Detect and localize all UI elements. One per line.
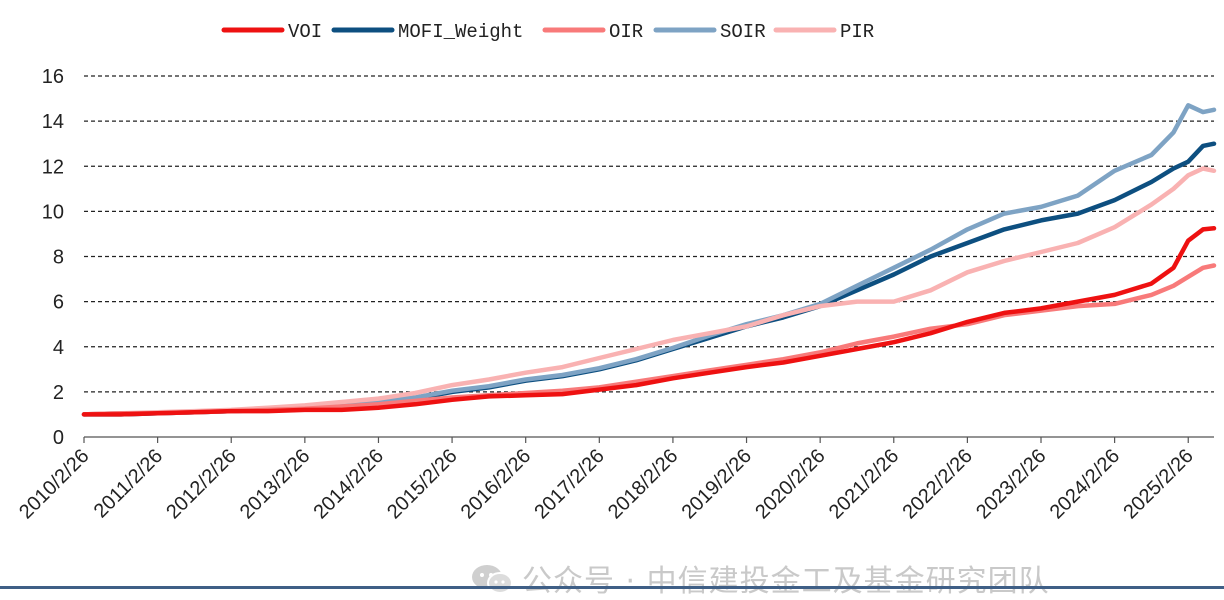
y-tick-label: 12	[42, 156, 64, 178]
legend: VOI MOFI_Weight OIR SOIR PIR	[221, 21, 874, 43]
legend-label: OIR	[609, 21, 643, 43]
y-tick-label: 16	[42, 66, 64, 88]
legend-label: VOI	[288, 21, 322, 43]
series-lines	[81, 103, 1217, 417]
x-tick-label: 2010/2/26	[15, 445, 93, 523]
y-tick-label: 6	[53, 292, 64, 314]
series-line-voi	[81, 226, 1217, 417]
x-tick-label: 2013/2/26	[236, 445, 314, 523]
series-line-mofi-weight	[81, 141, 1217, 417]
watermark: 公众号 · 中信建投金工及基金研究团队	[470, 556, 1050, 600]
x-tick-label: 2016/2/26	[457, 445, 535, 523]
x-tick-label: 2014/2/26	[310, 445, 388, 523]
y-tick-label: 8	[53, 247, 64, 269]
x-tick-label: 2020/2/26	[751, 445, 829, 523]
bottom-rule	[0, 586, 1224, 589]
wechat-icon	[472, 565, 513, 594]
x-tick-label: 2024/2/26	[1046, 445, 1124, 523]
series-line-soir	[81, 103, 1217, 417]
legend-label: MOFI_Weight	[398, 21, 523, 43]
x-tick-label: 2015/2/26	[383, 445, 461, 523]
x-tick-label: 2025/2/26	[1119, 445, 1197, 523]
x-tick-label: 2018/2/26	[604, 445, 682, 523]
x-tick-label: 2023/2/26	[972, 445, 1050, 523]
x-tick-label: 2019/2/26	[678, 445, 756, 523]
x-tick-label: 2017/2/26	[530, 445, 608, 523]
axes: 0 2 4 6 8 10 12 14 16 2010/2/262011/2/262012/2/26…	[15, 66, 1214, 523]
y-tick-label: 2	[53, 382, 64, 404]
x-tick-label: 2021/2/26	[825, 445, 903, 523]
y-tick-label: 0	[53, 427, 64, 449]
y-tick-label: 14	[42, 111, 64, 133]
x-tick-label: 2012/2/26	[162, 445, 240, 523]
y-tick-label: 10	[42, 201, 64, 223]
y-tick-label: 4	[53, 337, 64, 359]
x-tick-label: 2011/2/26	[90, 445, 167, 522]
legend-label: PIR	[840, 21, 874, 43]
watermark-text: 公众号 · 中信建投金工及基金研究团队	[522, 564, 1050, 599]
series-line-pir	[81, 166, 1217, 417]
x-tick-label: 2022/2/26	[898, 445, 976, 523]
legend-label: SOIR	[720, 21, 766, 43]
